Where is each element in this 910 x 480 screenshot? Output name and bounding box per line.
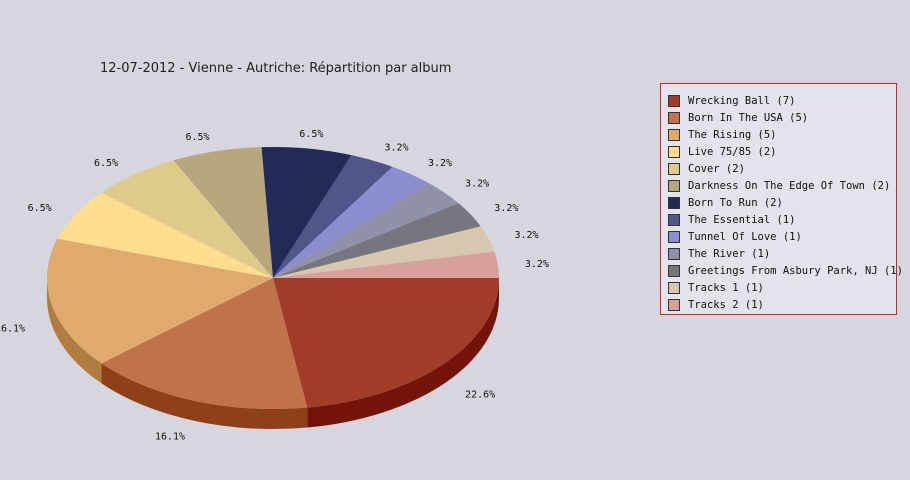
pie-label-3: 6.5% [28,203,52,214]
legend-label: Born To Run (2) [688,196,783,209]
legend-item: Darkness On The Edge Of Town (2) [668,177,896,194]
legend-label: The Essential (1) [688,213,796,226]
legend-item: Born In The USA (5) [668,109,896,126]
legend-label: Tunnel Of Love (1) [688,230,802,243]
pie-label-2: 16.1% [0,324,25,335]
pie-slice-2 [46,238,273,364]
legend-swatch [668,298,680,311]
pie-slice-0 [273,278,499,408]
pie-label-9: 3.2% [465,178,489,189]
legend-item: Tracks 2 (1) [668,296,896,313]
pie-slice-5 [173,147,273,278]
legend-item: Tunnel Of Love (1) [668,228,896,245]
pie-label-10: 3.2% [494,203,518,214]
legend-swatch [668,94,680,107]
legend-swatch [668,128,680,141]
legend-label: Live 75/85 (2) [688,145,777,158]
legend-swatch [668,179,680,192]
legend-item: The River (1) [668,245,896,262]
legend-label: Cover (2) [688,162,745,175]
pie-label-1: 16.1% [155,432,185,443]
legend-item: The Essential (1) [668,211,896,228]
legend-swatch [668,247,680,260]
pie-slice-7 [273,155,393,278]
pie-slice-9 [273,183,459,278]
pie-side-1 [101,363,308,430]
legend-label: Darkness On The Edge Of Town (2) [688,179,891,192]
pie-slice-3 [57,192,273,278]
pie-label-0: 22.6% [465,390,495,401]
legend-swatch [668,145,680,158]
legend-label: The River (1) [688,247,771,260]
pie-slice-8 [273,166,429,278]
legend-swatch [668,281,680,294]
pie-label-8: 3.2% [428,158,452,169]
legend-swatch [668,162,680,175]
pie-label-11: 3.2% [515,230,539,241]
pie-slice-11 [273,226,495,278]
pie-label-4: 6.5% [94,158,118,169]
pie-slice-1 [101,278,308,410]
pie-label-6: 6.5% [299,129,323,140]
legend-item: Greetings From Asbury Park, NJ (1) [668,262,903,279]
legend-label: Born In The USA (5) [688,111,809,124]
legend-label: Tracks 1 (1) [688,281,764,294]
pie-slice-10 [273,203,481,278]
legend-item: The Rising (5) [668,126,896,143]
pie-side-2 [47,278,102,384]
legend-item: Wrecking Ball (7) [668,92,896,109]
legend-label: Tracks 2 (1) [688,298,764,311]
legend-label: Greetings From Asbury Park, NJ (1) [688,264,903,277]
legend-swatch [668,213,680,226]
pie-label-5: 6.5% [185,132,209,143]
legend-swatch [668,264,680,277]
legend-swatch [668,111,680,124]
pie-slice-12 [273,251,499,278]
legend-item: Tracks 1 (1) [668,279,896,296]
pie-side-0 [307,278,499,428]
legend-label: Wrecking Ball (7) [688,94,796,107]
legend: Wrecking Ball (7) Born In The USA (5) The … [660,83,903,315]
legend-swatch [668,230,680,243]
legend-item: Live 75/85 (2) [668,143,896,160]
legend-item: Cover (2) [668,160,896,177]
pie-slice-4 [101,160,274,278]
legend-item: Born To Run (2) [668,194,896,211]
legend-swatch [668,196,680,209]
pie-label-7: 3.2% [384,142,408,153]
pie-label-12: 3.2% [525,259,549,270]
chart-title: 12-07-2012 - Vienne - Autriche: Répartit… [100,61,452,76]
pie-slice-6 [261,147,352,278]
legend-label: The Rising (5) [688,128,777,141]
